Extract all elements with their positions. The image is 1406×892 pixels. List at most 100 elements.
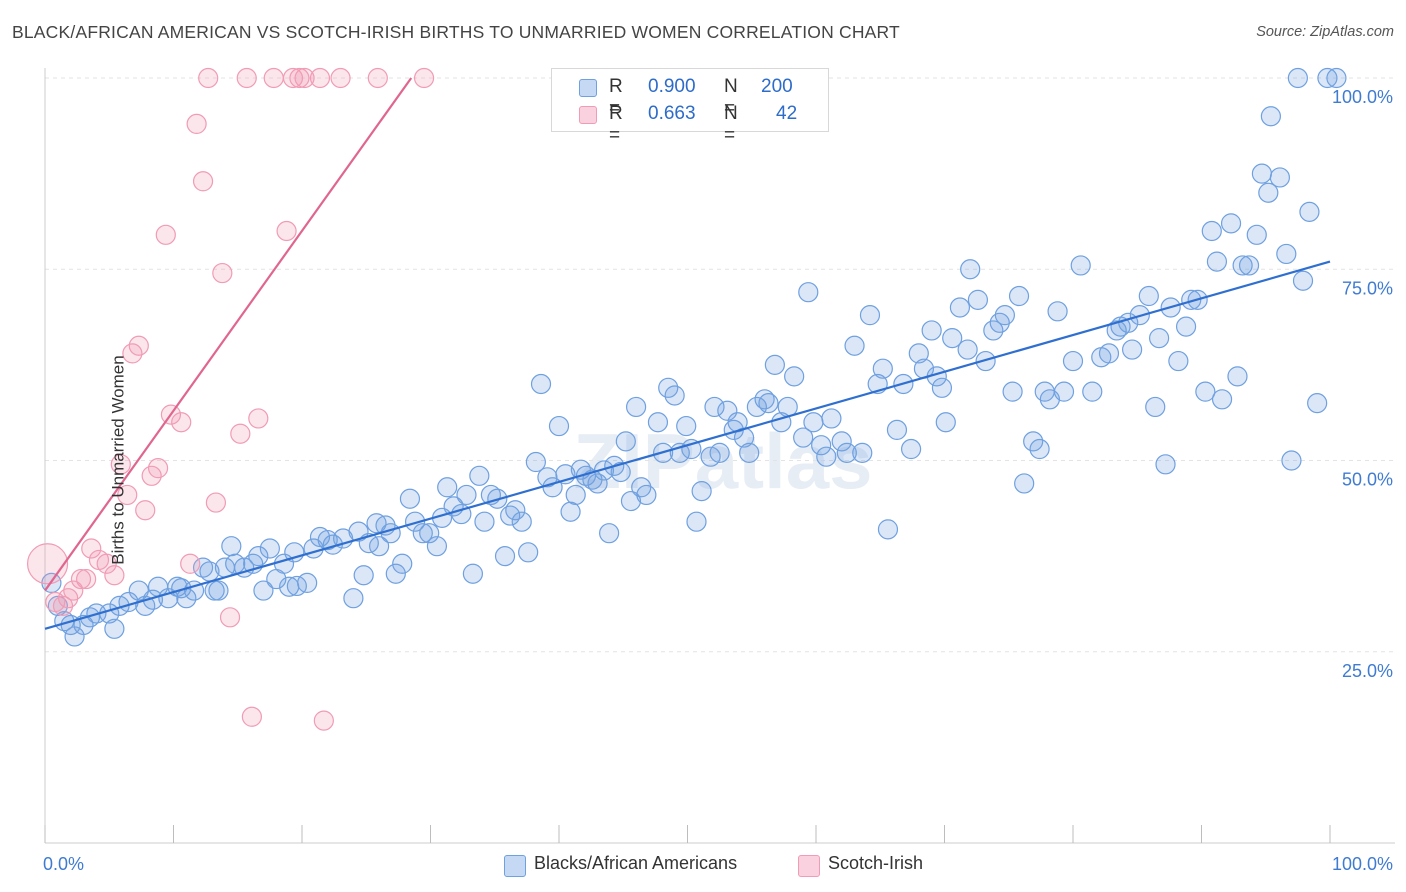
data-point-blacks xyxy=(1148,328,1170,349)
data-point-blacks xyxy=(1155,454,1176,475)
data-point-blacks xyxy=(793,427,814,448)
data-point-scotch-irish xyxy=(241,706,262,727)
data-point-blacks xyxy=(128,580,149,601)
data-point-blacks xyxy=(1008,285,1030,307)
data-point-blacks xyxy=(392,553,413,574)
data-point-blacks xyxy=(949,297,971,318)
data-point-blacks xyxy=(967,289,989,310)
data-point-scotch-irish xyxy=(180,553,201,574)
data-point-blacks xyxy=(1122,339,1143,360)
data-point-scotch-irish xyxy=(294,67,315,89)
data-point-blacks xyxy=(620,490,642,512)
data-point-blacks xyxy=(704,396,725,418)
data-point-blacks xyxy=(1201,220,1222,242)
data-point-blacks xyxy=(1195,381,1216,402)
data-point-blacks xyxy=(456,484,477,506)
data-point-blacks xyxy=(1082,381,1103,402)
data-point-blacks xyxy=(1206,251,1228,272)
data-point-blacks xyxy=(192,557,214,578)
data-point-blacks xyxy=(686,511,707,532)
data-point-scotch-irish xyxy=(110,454,131,475)
data-point-blacks xyxy=(426,536,448,557)
bottom-legend-swatch-blue xyxy=(504,855,526,877)
legend-r-label: R = xyxy=(609,103,623,146)
data-point-scotch-irish xyxy=(263,67,284,89)
chart-title: BLACK/AFRICAN AMERICAN VS SCOTCH-IRISH B… xyxy=(12,22,900,42)
data-point-scotch-irish xyxy=(205,492,227,513)
legend-r-value: 0.663 xyxy=(648,103,696,124)
data-point-blacks xyxy=(1175,316,1197,337)
data-point-blacks xyxy=(957,339,978,360)
legend-n-label: N = xyxy=(724,76,738,119)
data-point-blacks xyxy=(348,521,369,542)
data-point-blacks xyxy=(816,446,837,467)
data-point-blacks xyxy=(560,501,581,522)
correlation-legend: R = 0.900 N = 200 R = 0.663 N = 42 xyxy=(551,68,829,146)
data-point-scotch-irish xyxy=(186,113,207,135)
data-point-blacks xyxy=(994,305,1015,326)
data-point-blacks xyxy=(399,488,421,509)
data-point-blacks xyxy=(593,460,615,481)
data-point-scotch-irish xyxy=(212,262,233,284)
x-tick-label: 0.0% xyxy=(43,854,84,874)
data-point-blacks xyxy=(1047,301,1068,322)
bottom-legend-label: Scotch-Irish xyxy=(828,853,924,873)
data-point-blacks xyxy=(836,442,857,463)
data-point-scotch-irish xyxy=(104,565,125,586)
data-point-blacks xyxy=(1211,389,1233,410)
data-point-blacks xyxy=(877,519,899,540)
data-point-blacks xyxy=(1138,285,1159,307)
data-point-blacks xyxy=(852,442,873,463)
data-point-blacks xyxy=(1053,381,1075,402)
data-point-blacks xyxy=(1326,67,1347,89)
data-point-blacks xyxy=(803,412,824,433)
data-point-blacks xyxy=(1029,438,1050,460)
data-point-blacks xyxy=(798,282,819,303)
data-point-blacks xyxy=(369,536,390,557)
y-axis-label: Births to Unmarried Women xyxy=(108,355,128,565)
data-point-blacks xyxy=(691,481,712,502)
data-point-scotch-irish xyxy=(81,538,102,559)
legend-n-label: N = xyxy=(724,103,738,146)
data-point-blacks xyxy=(1220,213,1242,234)
data-point-blacks xyxy=(1246,224,1267,245)
x-tick-label: 100.0% xyxy=(1332,854,1393,874)
data-point-scotch-irish xyxy=(248,408,269,429)
data-point-blacks xyxy=(811,435,832,456)
trend-line-blacks xyxy=(44,260,1331,630)
data-point-blacks xyxy=(47,595,68,616)
data-point-blacks xyxy=(494,546,516,567)
data-point-blacks xyxy=(784,366,805,387)
data-point-blacks xyxy=(1299,201,1320,222)
data-point-blacks xyxy=(1307,393,1328,414)
data-point-blacks xyxy=(587,473,608,494)
data-point-blacks xyxy=(1260,106,1281,127)
data-point-scotch-irish xyxy=(171,412,192,433)
data-point-scotch-irish xyxy=(70,568,92,590)
data-point-blacks xyxy=(599,523,620,544)
data-point-blacks xyxy=(886,419,908,440)
data-point-scotch-irish xyxy=(147,458,169,479)
data-point-blacks xyxy=(525,451,546,473)
data-point-blacks xyxy=(505,500,526,521)
data-point-blacks xyxy=(1281,450,1302,471)
data-point-blacks xyxy=(844,335,865,356)
y-tick-label: 100.0% xyxy=(1332,87,1393,107)
data-point-blacks xyxy=(610,461,631,483)
data-point-blacks xyxy=(935,412,956,433)
data-point-blacks xyxy=(259,538,280,559)
data-point-scotch-irish xyxy=(76,568,97,590)
data-point-scotch-irish xyxy=(155,224,176,245)
data-point-blacks xyxy=(221,536,242,557)
data-point-blacks xyxy=(353,565,374,586)
data-point-blacks xyxy=(831,431,852,452)
data-point-blacks xyxy=(664,385,685,406)
data-point-blacks xyxy=(872,358,893,379)
bottom-legend-label: Blacks/African Americans xyxy=(534,853,738,873)
data-point-blacks xyxy=(900,438,922,460)
data-point-scotch-irish xyxy=(26,543,69,585)
data-point-blacks xyxy=(1292,270,1314,291)
legend-n-value: 42 xyxy=(776,103,798,124)
data-point-scotch-irish xyxy=(96,553,117,574)
